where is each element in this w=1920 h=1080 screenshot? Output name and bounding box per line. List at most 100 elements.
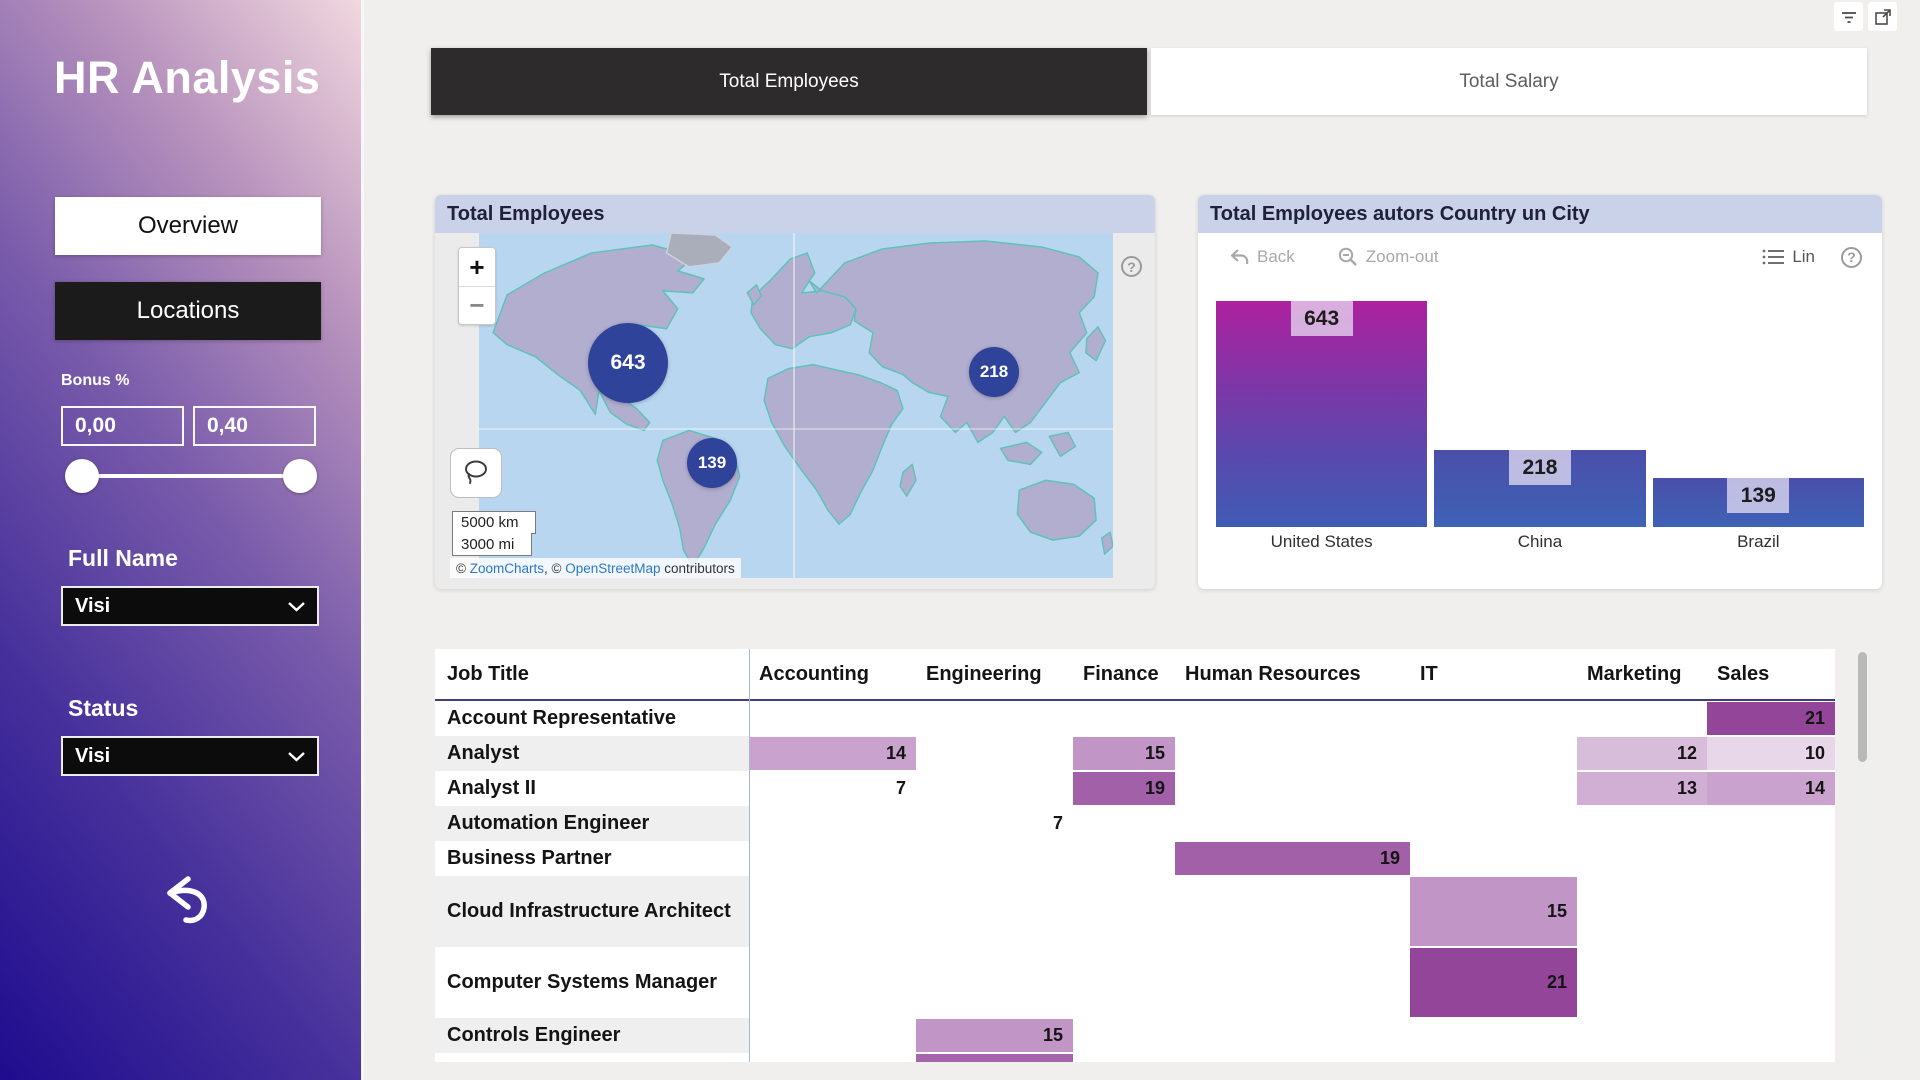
matrix-cell[interactable]: 14 bbox=[749, 736, 916, 771]
map-bubble-united-states[interactable]: 643 bbox=[588, 323, 668, 403]
bar-china[interactable]: 218 bbox=[1434, 450, 1646, 527]
matrix-cell[interactable] bbox=[1410, 701, 1577, 736]
matrix-cell[interactable] bbox=[1175, 701, 1410, 736]
matrix-row-label[interactable]: Computer Systems Manager bbox=[447, 971, 718, 993]
map-bubble-brazil[interactable]: 139 bbox=[687, 438, 737, 488]
matrix-column-header[interactable]: Accounting bbox=[759, 662, 869, 685]
matrix-column-header[interactable]: Sales bbox=[1717, 662, 1770, 685]
matrix-cell[interactable] bbox=[1410, 841, 1577, 876]
matrix-cell[interactable] bbox=[1707, 947, 1835, 1018]
tab-total-salary[interactable]: Total Salary bbox=[1151, 48, 1867, 115]
matrix-column-header[interactable]: Finance bbox=[1083, 662, 1159, 685]
status-dropdown[interactable]: Visi bbox=[61, 736, 319, 776]
matrix-cell[interactable] bbox=[1175, 771, 1410, 806]
nav-button-overview[interactable]: Overview bbox=[55, 197, 321, 255]
matrix-cell[interactable] bbox=[1577, 1018, 1707, 1053]
matrix-cell[interactable] bbox=[1175, 736, 1410, 771]
matrix-cell[interactable] bbox=[749, 806, 916, 841]
matrix-row-label[interactable]: Controls Engineer bbox=[435, 1018, 749, 1053]
bonus-min-input[interactable] bbox=[61, 406, 184, 446]
chart-help-button[interactable]: ? bbox=[1841, 246, 1862, 268]
matrix-cell[interactable] bbox=[749, 701, 916, 736]
map-lasso-button[interactable] bbox=[450, 448, 502, 498]
matrix-cell[interactable] bbox=[916, 701, 1073, 736]
bar-united-states[interactable]: 643 bbox=[1216, 301, 1428, 527]
map-help-button[interactable]: ? bbox=[1121, 256, 1142, 277]
chart-zoom-out-button[interactable]: Zoom-out bbox=[1337, 246, 1439, 268]
matrix-cell[interactable] bbox=[916, 876, 1073, 947]
matrix-cell[interactable] bbox=[1073, 876, 1175, 947]
matrix-cell[interactable]: 19 bbox=[1175, 841, 1410, 876]
matrix-cell[interactable] bbox=[1073, 701, 1175, 736]
matrix-column-header[interactable]: Engineering bbox=[926, 662, 1042, 685]
matrix-column-header[interactable]: Human Resources bbox=[1185, 662, 1361, 685]
matrix-row-label[interactable]: Account Representative bbox=[447, 707, 676, 729]
matrix-cell[interactable] bbox=[1707, 806, 1835, 841]
map-zoom-out-button[interactable]: − bbox=[459, 286, 495, 324]
matrix-cell[interactable] bbox=[1175, 876, 1410, 947]
matrix-row-label[interactable]: Automation Engineer bbox=[435, 806, 749, 841]
matrix-row-label[interactable]: Cloud Infrastructure Architect bbox=[435, 876, 749, 947]
matrix-cell[interactable] bbox=[1410, 806, 1577, 841]
matrix-column-header[interactable]: Job Title bbox=[447, 662, 529, 685]
chart-back-button[interactable]: Back bbox=[1228, 246, 1295, 268]
matrix-cell[interactable]: 14 bbox=[1707, 771, 1835, 806]
matrix-cell[interactable] bbox=[916, 771, 1073, 806]
matrix-cell[interactable] bbox=[1175, 806, 1410, 841]
matrix-cell[interactable] bbox=[1073, 806, 1175, 841]
filter-button[interactable] bbox=[1834, 2, 1863, 31]
bonus-slider-handle-max[interactable] bbox=[283, 459, 317, 493]
matrix-cell[interactable] bbox=[1577, 701, 1707, 736]
matrix-cell[interactable]: 21 bbox=[1410, 947, 1577, 1018]
matrix-cell[interactable] bbox=[916, 841, 1073, 876]
bar-brazil[interactable]: 139 bbox=[1652, 478, 1864, 527]
matrix-cell[interactable]: 12 bbox=[1577, 736, 1707, 771]
bonus-slider-track[interactable] bbox=[82, 474, 300, 478]
expand-button[interactable] bbox=[1868, 2, 1897, 31]
matrix-cell[interactable] bbox=[916, 736, 1073, 771]
openstreetmap-link[interactable]: OpenStreetMap bbox=[565, 560, 661, 576]
matrix-cell[interactable] bbox=[749, 841, 916, 876]
matrix-cell[interactable]: 15 bbox=[916, 1018, 1073, 1053]
world-map[interactable]: 643 218 139 bbox=[479, 233, 1113, 578]
matrix-cell[interactable] bbox=[1410, 1018, 1577, 1053]
matrix-cell[interactable] bbox=[1707, 876, 1835, 947]
matrix-cell[interactable] bbox=[749, 947, 916, 1018]
matrix-cell[interactable] bbox=[1577, 876, 1707, 947]
matrix-cell[interactable] bbox=[1707, 1018, 1835, 1053]
matrix-row-label[interactable]: Analyst bbox=[435, 736, 749, 771]
matrix-cell[interactable] bbox=[916, 947, 1073, 1018]
matrix-column-header[interactable]: Marketing bbox=[1587, 662, 1682, 685]
map-zoom-in-button[interactable]: + bbox=[459, 248, 495, 286]
matrix-cell[interactable]: 13 bbox=[1577, 771, 1707, 806]
matrix-cell[interactable] bbox=[1073, 841, 1175, 876]
map-bubble-china[interactable]: 218 bbox=[969, 347, 1019, 397]
matrix-cell[interactable]: 7 bbox=[749, 771, 916, 806]
matrix-cell[interactable] bbox=[1577, 806, 1707, 841]
matrix-cell[interactable]: 7 bbox=[916, 806, 1073, 841]
matrix-cell[interactable]: 10 bbox=[1707, 736, 1835, 771]
full-name-dropdown[interactable]: Visi bbox=[61, 586, 319, 626]
matrix-cell[interactable] bbox=[1410, 771, 1577, 806]
matrix-cell[interactable] bbox=[1175, 947, 1410, 1018]
matrix-cell[interactable] bbox=[1577, 947, 1707, 1018]
matrix-cell[interactable] bbox=[1175, 1018, 1410, 1053]
matrix-cell[interactable] bbox=[1577, 841, 1707, 876]
matrix-cell[interactable] bbox=[1073, 947, 1175, 1018]
nav-button-locations[interactable]: Locations bbox=[55, 282, 321, 340]
matrix-cell[interactable]: 15 bbox=[1073, 736, 1175, 771]
bonus-max-input[interactable] bbox=[193, 406, 316, 446]
matrix-column-header[interactable]: IT bbox=[1420, 662, 1438, 685]
matrix-cell[interactable]: 19 bbox=[1073, 771, 1175, 806]
matrix-scrollbar-thumb[interactable] bbox=[1858, 652, 1867, 762]
tab-total-employees[interactable]: Total Employees bbox=[431, 48, 1147, 115]
matrix-cell[interactable]: 15 bbox=[1410, 876, 1577, 947]
matrix-cell[interactable] bbox=[749, 876, 916, 947]
undo-button[interactable] bbox=[158, 872, 216, 926]
matrix-cell[interactable] bbox=[749, 1018, 916, 1053]
chart-list-button[interactable]: Lin bbox=[1761, 247, 1815, 267]
matrix-row-label[interactable]: Business Partner bbox=[447, 847, 612, 869]
matrix-row-label[interactable]: Analyst II bbox=[447, 777, 536, 799]
matrix-cell[interactable] bbox=[1073, 1018, 1175, 1053]
zoomcharts-link[interactable]: ZoomCharts bbox=[469, 560, 544, 576]
